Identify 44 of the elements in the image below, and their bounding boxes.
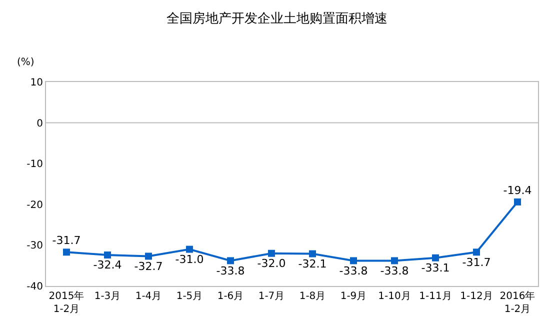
data-label: -33.8 [339, 264, 368, 278]
x-tick-label: 2015年 1-2月 [48, 290, 84, 315]
point [473, 248, 480, 256]
x-tick-label: 1-4月 [135, 291, 162, 302]
x-tick-label: 1-12月 [460, 291, 493, 302]
data-label: -32.4 [93, 258, 122, 272]
y-tick-label: -20 [26, 200, 43, 211]
data-label: -33.8 [380, 264, 409, 278]
data-label: -19.4 [503, 184, 532, 197]
data-label: -31.7 [462, 256, 491, 269]
x-tick-label: 1-9月 [340, 291, 367, 302]
x-tick-label: 2016年 1-2月 [500, 290, 536, 315]
y-tick-label: -10 [26, 159, 43, 170]
point [309, 250, 316, 258]
x-tick-label: 1-11月 [419, 291, 452, 302]
y-tick-label: -30 [26, 240, 43, 252]
point [145, 252, 152, 260]
data-label: -32.7 [134, 260, 163, 273]
x-tick-label: 1-6月 [217, 291, 244, 302]
x-tick-label: 1-10月 [378, 291, 411, 302]
y-tick-label: 10 [30, 78, 43, 88]
point [350, 257, 357, 264]
data-label: -31.0 [175, 252, 204, 266]
point [268, 250, 275, 257]
x-tick-label: 1-3月 [94, 291, 121, 302]
x-tick-label: 1-8月 [299, 291, 326, 302]
point [227, 257, 234, 264]
y-tick-label: 0 [36, 118, 43, 130]
point [514, 198, 521, 206]
chart-title: 全国房地产开发企业土地购置面积增速 [166, 10, 388, 27]
data-label: -31.7 [52, 234, 81, 248]
point [432, 254, 439, 262]
x-tick-label: 1-7月 [258, 291, 285, 302]
data-label: -33.1 [421, 261, 450, 274]
point [104, 251, 111, 258]
data-label: -32.0 [257, 256, 286, 270]
data-label: -33.8 [216, 264, 245, 278]
point [186, 246, 193, 253]
data-label: -32.1 [298, 257, 327, 270]
x-tick-label: 1-5月 [176, 291, 203, 302]
y-tick-label: -40 [26, 282, 43, 292]
y-axis-title: (%) [17, 57, 34, 68]
point [63, 248, 70, 256]
point [391, 257, 398, 264]
